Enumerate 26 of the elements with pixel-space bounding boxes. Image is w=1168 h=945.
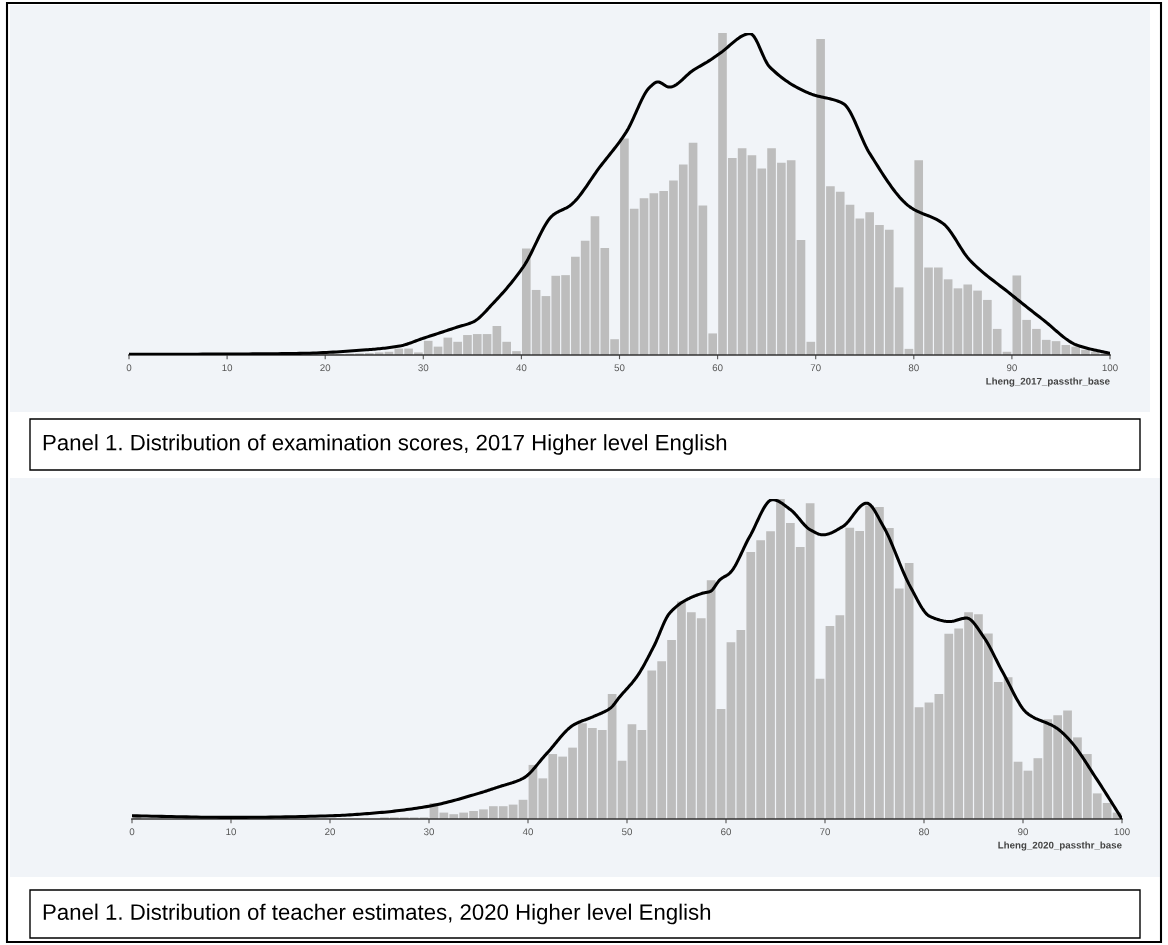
x-tick-label: 40 bbox=[522, 828, 534, 836]
x-tick-label: 20 bbox=[325, 828, 336, 836]
x-tick-label: 20 bbox=[320, 364, 331, 372]
x-tick-label: 70 bbox=[810, 364, 821, 372]
text: Panel 1. Distribution of examination scores, 2017 Higher level English bbox=[43, 434, 727, 455]
x-tick-label: 40 bbox=[516, 364, 527, 372]
x-tick-label: 30 bbox=[418, 364, 429, 372]
x-tick-label: 0 bbox=[129, 828, 135, 836]
x-tick-label: 0 bbox=[126, 364, 132, 372]
x-tick-label: 60 bbox=[712, 364, 723, 372]
x-tick-label: 50 bbox=[614, 364, 625, 372]
x-axis-title: Lheng_2020_passthr_base bbox=[998, 841, 1122, 851]
x-tick-label: 90 bbox=[1018, 828, 1029, 836]
x-tick-label: 100 bbox=[1114, 828, 1130, 836]
x-tick-label: 50 bbox=[621, 828, 633, 836]
x-tick-label: 10 bbox=[222, 364, 233, 372]
x-tick-label: 90 bbox=[1006, 364, 1017, 372]
x-tick-label: 70 bbox=[820, 828, 831, 836]
x-tick-label: 10 bbox=[226, 828, 237, 836]
x-tick-label: 30 bbox=[423, 828, 435, 836]
x-tick-label: 100 bbox=[1102, 364, 1118, 372]
text: Panel 1. Distribution of teacher estimates, 2020 Higher level English bbox=[43, 903, 711, 925]
x-tick-label: 60 bbox=[721, 828, 732, 836]
x-tick-label: 80 bbox=[919, 828, 930, 836]
x-tick-label: 80 bbox=[908, 364, 919, 372]
x-axis-title: Lheng_2017_passthr_base bbox=[986, 377, 1110, 387]
